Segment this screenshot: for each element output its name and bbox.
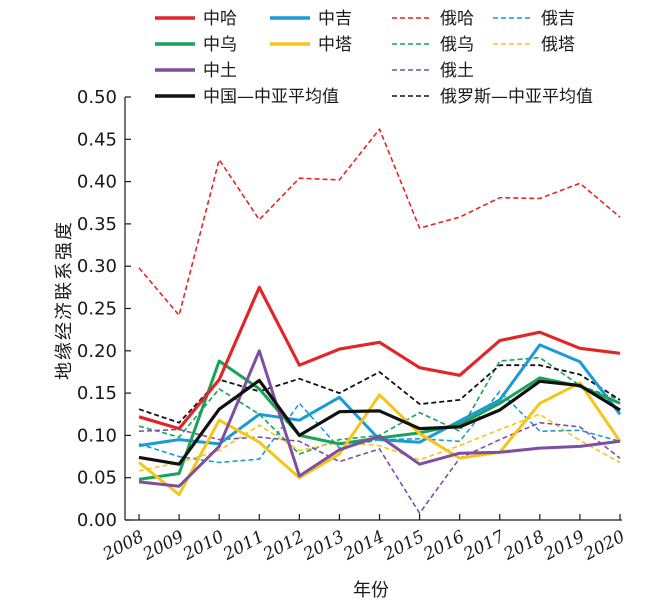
series-line-11 [138, 421, 621, 515]
series-line-1 [138, 285, 621, 431]
legend-label: 俄哈 [440, 9, 474, 29]
legend-label: 中吉 [318, 9, 352, 29]
series-line-10 [138, 413, 621, 472]
legend-label: 中国—中亚平均值 [203, 87, 339, 107]
legend-label: 俄罗斯—中亚平均值 [440, 87, 593, 107]
legend-label: 中乌 [203, 35, 237, 55]
series-group [138, 128, 622, 515]
y-tick-label: 0.15 [77, 383, 117, 404]
y-tick-label: 0.20 [77, 341, 117, 362]
x-ticks: 2008200920102011201220132014201520162017… [99, 514, 629, 565]
series-line-6 [138, 378, 621, 466]
y-tick-label: 0.25 [77, 299, 117, 320]
legend-label: 中哈 [203, 9, 237, 29]
series-line-8 [138, 390, 621, 464]
series-line-5 [138, 349, 621, 488]
y-tick-label: 0.45 [77, 129, 117, 150]
y-tick-label: 0.50 [77, 87, 117, 108]
y-tick-label: 0.10 [77, 425, 117, 446]
x-axis-label: 年份 [353, 580, 389, 601]
y-tick-label: 0.35 [77, 214, 117, 235]
y-tick-label: 0.05 [77, 468, 117, 489]
axes: 0.00 0.05 0.10 0.15 0.20 0.25 0.30 0.35 0.40 0.45… [77, 87, 629, 565]
y-tick-label: 0.30 [77, 256, 117, 277]
series-line-12 [138, 364, 621, 424]
legend-label: 中塔 [318, 35, 352, 55]
x-tick-label: 2020 [580, 527, 629, 566]
y-tick-label: 0.00 [77, 510, 117, 531]
series-line-7 [138, 128, 621, 317]
y-axis-label: 地缘经济联系强度 [54, 220, 75, 380]
y-tick-label: 0.40 [77, 172, 117, 193]
legend-label: 俄土 [440, 61, 474, 81]
y-ticks: 0.00 0.05 0.10 0.15 0.20 0.25 0.30 0.35 0.40 0.45… [77, 87, 131, 531]
legend-label: 中土 [203, 61, 237, 81]
series-line-4 [138, 381, 622, 497]
legend-label: 俄吉 [541, 9, 575, 29]
legend-label: 俄塔 [541, 35, 575, 55]
legend-label: 俄乌 [440, 35, 474, 55]
